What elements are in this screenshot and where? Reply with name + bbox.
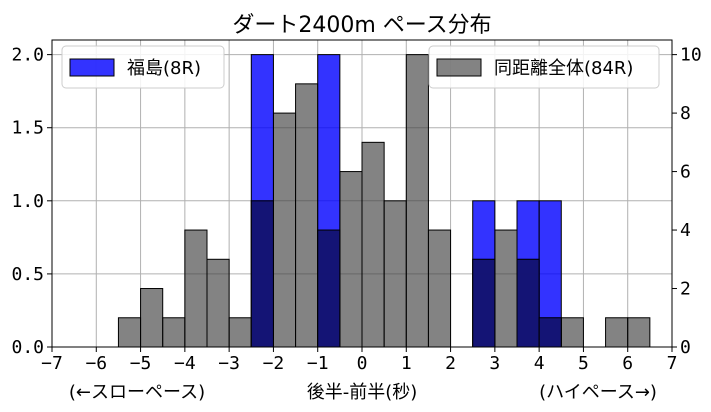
overlap-bar bbox=[317, 229, 341, 348]
x-tick-label: 3 bbox=[489, 353, 500, 374]
overall-bar bbox=[272, 112, 297, 348]
overall-bar bbox=[295, 83, 319, 348]
x-tick-label: 0 bbox=[357, 353, 368, 374]
legend-left-box bbox=[61, 45, 225, 89]
x-tick-label: −1 bbox=[307, 353, 329, 374]
x-axis-label-high: (ハイペース→) bbox=[539, 382, 657, 403]
left-tick-label: 0.0 bbox=[11, 337, 44, 358]
overall-bar bbox=[405, 54, 429, 348]
legend-fukushima-label: 福島(8R) bbox=[127, 58, 201, 79]
left-axis-ticks: 0.0 0.5 1.0 1.5 2.0 bbox=[11, 45, 52, 358]
x-tick-label: −3 bbox=[218, 353, 240, 374]
x-tick-label: −5 bbox=[130, 353, 152, 374]
overall-bar bbox=[206, 258, 230, 348]
legend-overall-swatch bbox=[436, 58, 482, 77]
left-tick-label: 2.0 bbox=[11, 45, 44, 66]
right-tick-label: 10 bbox=[680, 45, 702, 66]
overall-bar bbox=[560, 317, 584, 348]
right-tick-label: 2 bbox=[680, 279, 691, 300]
left-tick-label: 1.0 bbox=[11, 191, 44, 212]
legend-fukushima-swatch bbox=[69, 58, 115, 77]
overall-bar bbox=[140, 288, 164, 348]
x-tick-label: 4 bbox=[534, 353, 545, 374]
overall-bar bbox=[361, 141, 385, 348]
overall-bar bbox=[494, 229, 518, 348]
overlap-bar bbox=[538, 317, 562, 348]
x-tick-label: 5 bbox=[578, 353, 589, 374]
overall-bar bbox=[339, 171, 363, 348]
x-axis-label-slow: (←スローペース) bbox=[69, 382, 205, 403]
right-tick-label: 0 bbox=[680, 337, 691, 358]
x-axis-label: 後半-前半(秒) bbox=[307, 382, 418, 403]
x-tick-label: 7 bbox=[667, 353, 678, 374]
legend-overall-label: 同距離全体(84R) bbox=[494, 58, 633, 79]
overlap-bar bbox=[472, 258, 496, 348]
legend-right: 同距離全体(84R) bbox=[428, 45, 660, 89]
overall-bar bbox=[383, 200, 407, 348]
right-tick-label: 6 bbox=[680, 162, 691, 183]
fukushima-bars bbox=[250, 54, 562, 348]
overall-bar bbox=[427, 229, 452, 348]
legend-right-box bbox=[428, 45, 660, 89]
overlap-bar bbox=[250, 200, 274, 348]
right-axis-ticks: 0 2 4 6 8 10 bbox=[672, 45, 702, 358]
right-tick-label: 8 bbox=[680, 103, 691, 124]
overlap-bar bbox=[516, 258, 540, 348]
overall-bar bbox=[162, 317, 186, 348]
overall-bar bbox=[605, 317, 629, 348]
x-tick-label: 1 bbox=[401, 353, 412, 374]
legend-left: 福島(8R) bbox=[61, 45, 225, 89]
x-tick-label: −7 bbox=[41, 353, 63, 374]
x-tick-label: −4 bbox=[174, 353, 196, 374]
chart-title: ダート2400m ペース分布 bbox=[232, 13, 491, 38]
right-tick-label: 4 bbox=[680, 220, 691, 241]
left-tick-label: 1.5 bbox=[11, 118, 44, 139]
x-axis-ticks: −7 −6 −5 −4 −3 −2 −1 0 1 2 3 4 5 6 7 bbox=[41, 347, 677, 374]
x-tick-label: −6 bbox=[85, 353, 107, 374]
x-tick-label: −2 bbox=[263, 353, 285, 374]
x-tick-label: 6 bbox=[622, 353, 633, 374]
overall-bar bbox=[184, 229, 208, 348]
overall-bar bbox=[627, 317, 651, 348]
overall-bar bbox=[228, 317, 252, 348]
x-tick-label: 2 bbox=[445, 353, 456, 374]
overall-bar bbox=[117, 317, 142, 348]
left-tick-label: 0.5 bbox=[11, 264, 44, 285]
